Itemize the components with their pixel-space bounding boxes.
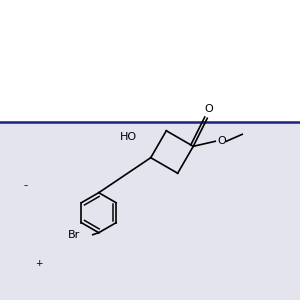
- Text: O: O: [217, 136, 226, 146]
- Text: O: O: [204, 104, 213, 114]
- Text: –: –: [23, 182, 28, 190]
- Text: +: +: [35, 260, 43, 268]
- Text: Br: Br: [68, 230, 80, 240]
- Text: HO: HO: [120, 132, 137, 142]
- Bar: [0, 122, 300, 300]
